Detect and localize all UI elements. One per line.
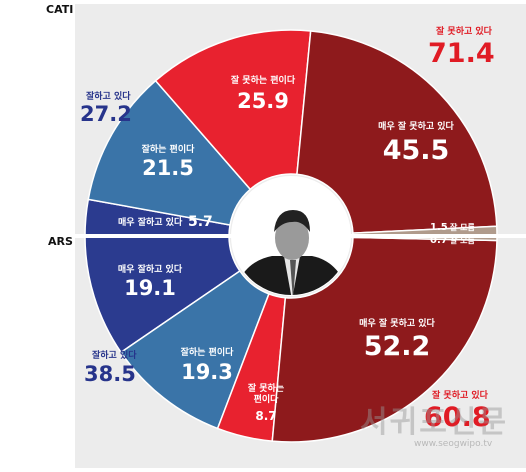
ars-very-bad-label: 매우 잘 못하고 있다 [359,319,435,329]
cati-title: CATI [46,3,74,16]
portrait-hair [274,210,310,232]
cati-good-value: 21.5 [142,156,194,180]
cati-negative-value: 71.4 [428,38,495,69]
ars-positive-value: 38.5 [84,362,136,386]
ars-title: ARS [48,235,73,248]
portrait-tie [290,260,296,295]
ars-bad-value: 8.7 [255,409,277,423]
ars-bad-label-1: 잘 못하는 [247,384,285,394]
ars-unknown-value: 0.7 [430,235,448,246]
ars-negative-value: 60.8 [424,402,491,433]
watermark-logo: 서귀포신문 [360,405,508,440]
cati-positive-label: 잘하고 있다 [86,92,131,102]
cati-segment-1 [87,79,252,226]
cati-bad-label: 잘 못하는 편이다 [230,76,296,86]
cati-unknown-label: 잘 모름 [450,223,475,232]
ars-very-good-label: 매우 잘하고 있다 [117,265,183,275]
cati-very-good-label: 매우 잘하고 있다 [118,218,183,228]
ars-unknown-label: 잘 모름 [450,236,475,245]
cati-bad-value: 25.9 [237,89,289,113]
ars-segment-0 [84,235,241,354]
ars-positive-label: 잘하고 있다 [92,351,137,361]
portrait-face [275,216,309,260]
cati-segment-3 [296,30,498,234]
cati-good-label: 잘하는 편이다 [141,145,195,155]
cati-negative-label: 잘 못하고 있다 [436,27,492,37]
ars-bad-label-2: 편이다 [253,395,279,405]
ars-segment-3 [271,236,498,443]
cati-segment-2 [154,29,312,191]
watermark-url: www.seogwipo.tv [414,439,493,449]
ars-negative-label: 잘 못하고 있다 [432,391,488,401]
cati-very-good-value: 5.7 [188,214,213,230]
ars-good-label: 잘하는 편이다 [180,348,234,358]
cati-very-bad-label: 매우 잘 못하고 있다 [378,122,454,132]
ars-very-good-value: 19.1 [124,276,176,300]
ars-good-value: 19.3 [181,360,233,384]
cati-positive-value: 27.2 [80,102,132,126]
ars-segment-2 [216,292,287,442]
cati-very-bad-value: 45.5 [382,135,450,166]
ars-very-bad-value: 52.2 [363,331,431,362]
cati-unknown-value: 1.5 [430,222,448,233]
